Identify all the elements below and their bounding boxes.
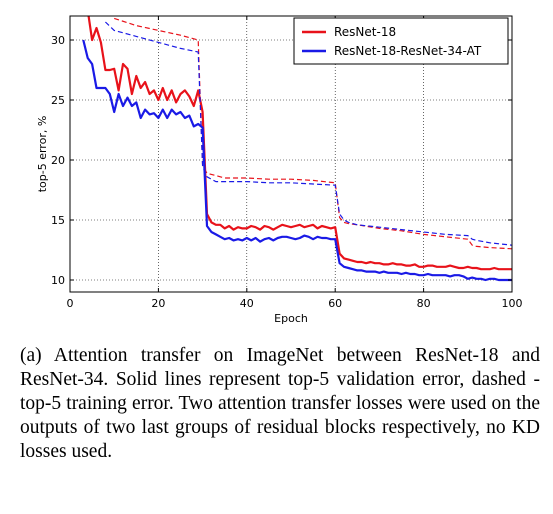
y-axis-label: top-5 error, % bbox=[36, 116, 49, 193]
x-tick-label: 20 bbox=[151, 297, 165, 310]
legend-box bbox=[293, 17, 509, 65]
x-tick-label: 0 bbox=[67, 297, 74, 310]
line-chart: 0 20 40 60 80 100 10 15 20 25 30 Epoch top-5 error… bbox=[36, 15, 523, 325]
chart-figure: 0 20 40 60 80 100 10 15 20 25 30 Epoch top-5 error… bbox=[36, 15, 523, 325]
x-axis-label: Epoch bbox=[274, 312, 308, 325]
series-line-resnet-18-training bbox=[114, 17, 512, 250]
legend-entry-resnet-18: ResNet-18 bbox=[334, 25, 396, 39]
x-tick-label: 60 bbox=[328, 297, 342, 310]
y-tick-label: 15 bbox=[51, 214, 65, 227]
figure-caption: (a) Attention transfer on ImageNet betwe… bbox=[20, 345, 540, 462]
series-line-resnet-18-resnet-34-at-training bbox=[104, 21, 512, 246]
y-tick-label: 10 bbox=[51, 274, 65, 287]
y-tick-label: 20 bbox=[51, 154, 65, 167]
series-line-resnet-18-resnet-34-at-validation bbox=[82, 39, 512, 282]
y-tick-label: 25 bbox=[51, 94, 65, 107]
x-tick-label: 100 bbox=[502, 297, 523, 310]
y-tick-label: 30 bbox=[51, 34, 65, 47]
x-tick-label: 40 bbox=[240, 297, 254, 310]
legend: ResNet-18 ResNet-18-ResNet-34-AT bbox=[293, 17, 509, 65]
series-line-resnet-18-validation bbox=[83, 16, 512, 271]
x-tick-label: 80 bbox=[417, 297, 431, 310]
legend-entry-resnet-18-resnet-34-at: ResNet-18-ResNet-34-AT bbox=[334, 44, 482, 58]
series-lines bbox=[82, 16, 512, 282]
plot-frame bbox=[69, 15, 513, 293]
